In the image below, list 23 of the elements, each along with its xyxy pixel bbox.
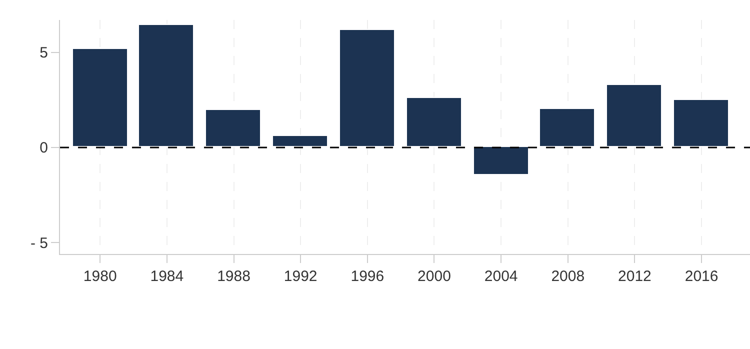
bar (539, 108, 595, 147)
bar (272, 135, 328, 147)
y-tick-label: 0 (40, 140, 48, 157)
x-tick-label: 2016 (684, 268, 718, 285)
y-tick-label: 5 (40, 44, 48, 62)
x-tick-label: 2004 (484, 268, 518, 285)
bar (205, 109, 261, 147)
bar (72, 48, 128, 147)
x-tick-label: 2012 (618, 268, 652, 285)
x-tick-label: 1996 (350, 268, 384, 285)
bar (673, 99, 729, 147)
bar (473, 146, 529, 175)
bar (339, 29, 395, 147)
bar (606, 84, 662, 147)
x-tick-label: 1988 (217, 268, 250, 285)
y-tick-label: - 5 (30, 234, 48, 252)
x-tick-label: 2008 (551, 268, 585, 285)
x-tick-label: 1980 (83, 268, 117, 285)
x-tick-label: 2000 (418, 268, 451, 285)
bar (406, 97, 462, 147)
x-tick-label: 1992 (284, 268, 318, 285)
x-tick-label: 1984 (150, 268, 184, 285)
bar (138, 24, 194, 147)
